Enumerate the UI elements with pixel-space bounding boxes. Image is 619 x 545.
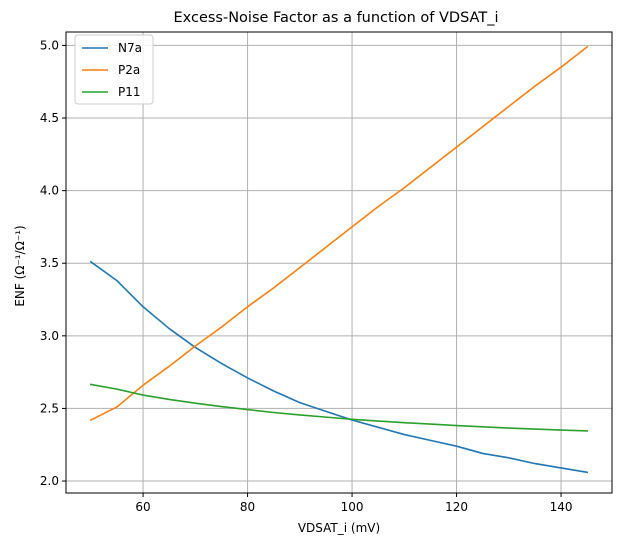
- x-tick-label: 80: [240, 500, 255, 514]
- x-tick-label: 60: [135, 500, 150, 514]
- x-tick-label: 100: [341, 500, 364, 514]
- x-tick-label: 140: [550, 500, 573, 514]
- x-tick-label: 120: [445, 500, 468, 514]
- series-lines: [89, 45, 589, 474]
- y-axis-ticks: 2.0 2.5 3.0 3.5 4.0 4.5 5.0: [40, 38, 66, 488]
- y-axis-label: ENF (Ω⁻¹/Ω⁻¹): [13, 225, 27, 306]
- y-tick-label: 2.5: [40, 401, 59, 415]
- plot-frame: [65, 31, 613, 494]
- grid: [66, 32, 612, 493]
- legend-label: P2a: [118, 63, 140, 77]
- legend-box: [74, 34, 154, 105]
- y-tick-label: 5.0: [40, 38, 59, 52]
- series-line-n7a: [89, 260, 589, 474]
- legend-label: P11: [118, 85, 141, 99]
- y-tick-label: 3.5: [40, 256, 59, 270]
- y-tick-label: 2.0: [40, 474, 59, 488]
- x-axis-label: VDSAT_i (mV): [298, 521, 380, 535]
- x-axis-ticks: 60 80 100 120 140: [135, 493, 573, 514]
- chart-title: Excess-Noise Factor as a function of VDS…: [173, 10, 498, 26]
- y-tick-label: 4.0: [40, 184, 59, 198]
- y-tick-label: 4.5: [40, 111, 59, 125]
- legend: N7a P2a P11: [74, 34, 154, 105]
- y-tick-label: 3.0: [40, 329, 59, 343]
- legend-label: N7a: [118, 41, 142, 55]
- series-line-p2a: [89, 45, 589, 422]
- series-line-p11: [89, 383, 589, 432]
